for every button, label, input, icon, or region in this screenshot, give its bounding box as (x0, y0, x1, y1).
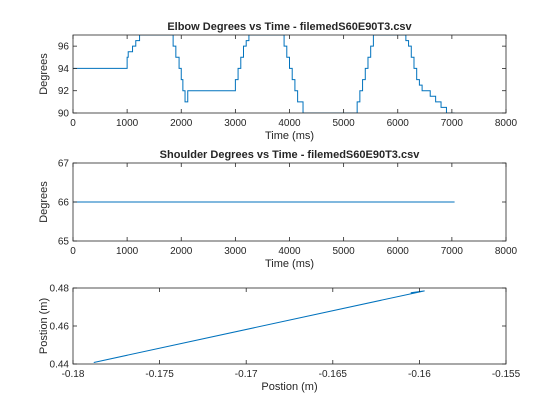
elbow-y-axis-label: Degrees (38, 53, 50, 95)
shoulder-x-tick-label: 5000 (333, 246, 356, 257)
elbow-x-tick-label: 4000 (278, 118, 301, 129)
elbow-x-tick-label: 7000 (441, 118, 464, 129)
position-series-line-0 (93, 290, 425, 363)
position-chart: -0.18 -0.175 -0.17 -0.165 -0.16 -0.155 0.44 0.4… (38, 284, 521, 394)
position-x-axis-label: Postion (m) (261, 381, 317, 393)
shoulder-x-tick-label: 8000 (495, 246, 518, 257)
position-y-axis-label: Postion (m) (38, 298, 50, 354)
elbow-plot-area (73, 35, 506, 113)
position-x-tick-label: -0.16 (408, 369, 431, 380)
position-y-tick-label: 0.44 (50, 360, 70, 371)
shoulder-x-axis-label: Time (ms) (265, 258, 314, 270)
elbow-y-tick-label: 94 (58, 64, 70, 75)
shoulder-x-tick-label: 1000 (116, 246, 139, 257)
elbow-x-tick-label: 0 (70, 118, 76, 129)
elbow-y-tick-label: 92 (58, 86, 70, 97)
elbow-x-tick-label: 1000 (116, 118, 139, 129)
shoulder-x-tick-label: 2000 (170, 246, 193, 257)
shoulder-y-axis-label: Degrees (38, 181, 50, 223)
shoulder-chart: 0 1000 2000 3000 4000 5000 6000 7000 8000 65 66 67 S… (38, 149, 518, 270)
elbow-x-tick-label: 6000 (387, 118, 410, 129)
position-x-tick-label: -0.155 (492, 369, 521, 380)
shoulder-y-tick-label: 66 (58, 198, 70, 209)
elbow-y-tick-label: 96 (58, 42, 70, 53)
shoulder-x-tick-label: 6000 (387, 246, 410, 257)
elbow-x-axis-label: Time (ms) (265, 130, 314, 142)
position-y-tick-label: 0.48 (50, 284, 70, 295)
elbow-x-tick-label: 2000 (170, 118, 193, 129)
elbow-series-line-0 (73, 35, 455, 113)
shoulder-chart-title: Shoulder Degrees vs Time - filemedS60E90… (160, 149, 421, 161)
elbow-chart-title: Elbow Degrees vs Time - filemedS60E90T3.… (167, 21, 412, 33)
position-y-tick-label: 0.46 (50, 322, 70, 333)
elbow-x-tick-label: 8000 (495, 118, 518, 129)
position-x-tick-label: -0.17 (235, 369, 258, 380)
elbow-y-tick-label: 90 (58, 109, 70, 120)
elbow-x-tick-label: 3000 (224, 118, 247, 129)
elbow-chart: 0 1000 2000 3000 4000 5000 6000 7000 8000 90 92 94 9… (38, 21, 518, 142)
shoulder-x-tick-label: 4000 (278, 246, 301, 257)
shoulder-x-tick-label: 3000 (224, 246, 247, 257)
position-x-tick-label: -0.165 (319, 369, 348, 380)
shoulder-y-tick-label: 67 (58, 159, 70, 170)
shoulder-x-tick-label: 7000 (441, 246, 464, 257)
shoulder-y-tick-label: 65 (58, 237, 70, 248)
position-x-tick-label: -0.18 (62, 369, 85, 380)
elbow-x-tick-label: 5000 (333, 118, 356, 129)
shoulder-x-tick-label: 0 (70, 246, 76, 257)
position-x-tick-label: -0.175 (145, 369, 174, 380)
